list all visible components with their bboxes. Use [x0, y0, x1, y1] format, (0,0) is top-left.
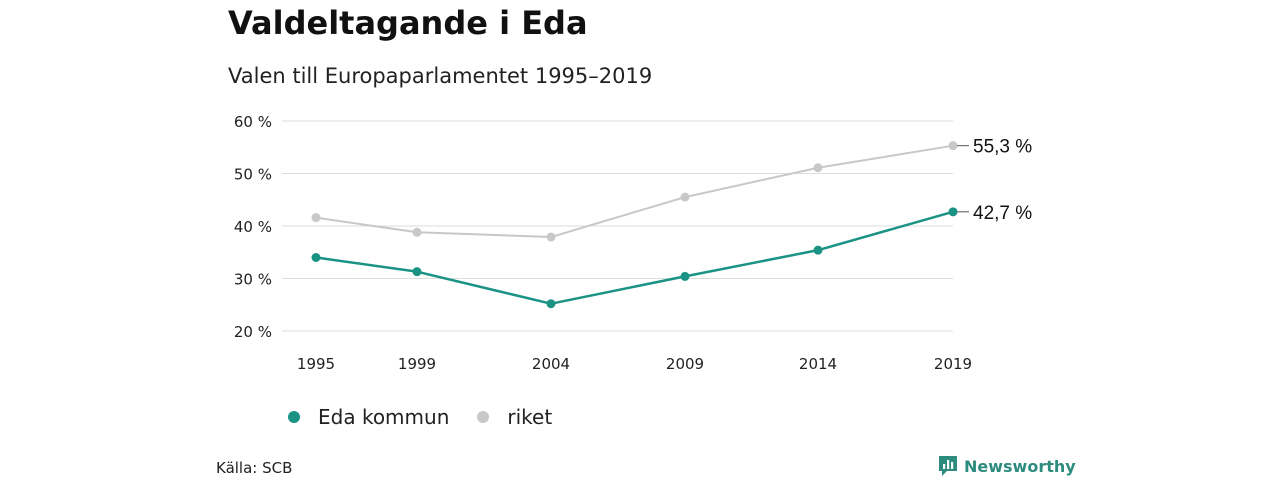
- legend-label-riket: riket: [507, 405, 553, 429]
- data-point: [412, 227, 422, 237]
- series-line: [315, 210, 954, 305]
- chart-subtitle: Valen till Europaparlamentet 1995–2019: [228, 64, 653, 88]
- legend-item-riket: riket: [477, 405, 552, 429]
- series-line: [315, 144, 954, 239]
- legend-dot-eda: [288, 411, 300, 423]
- y-tick-label: 50 %: [234, 166, 272, 184]
- data-point: [948, 207, 958, 217]
- data-point: [680, 271, 690, 281]
- end-value-label: 55,3 %: [973, 137, 1032, 158]
- legend-item-eda: Eda kommun: [288, 405, 449, 429]
- data-point: [311, 253, 321, 262]
- legend: Eda kommun riket: [288, 405, 580, 429]
- data-point: [311, 213, 321, 223]
- x-tick-label: 2019: [934, 355, 972, 373]
- source-note: Källa: SCB: [216, 459, 293, 477]
- y-tick-label: 30 %: [234, 271, 272, 289]
- data-point: [546, 299, 556, 309]
- brand-name: Newsworthy: [964, 456, 1076, 476]
- data-point: [948, 141, 958, 151]
- chart-title: Valdeltagande i Eda: [228, 4, 588, 42]
- data-point: [813, 245, 823, 255]
- x-tick-label: 2014: [799, 355, 837, 373]
- data-point: [680, 192, 690, 202]
- data-point: [546, 232, 556, 242]
- line-chart: 20 % 30 % 40 % 50 % 60 % 1995 1999 2004 2009 2014…: [234, 113, 1032, 373]
- y-tick-label: 20 %: [234, 323, 272, 341]
- data-point: [412, 267, 422, 277]
- data-point: [813, 163, 823, 173]
- legend-label-eda: Eda kommun: [318, 405, 450, 429]
- end-value-label: 42,7 %: [973, 203, 1032, 224]
- brand-logo: Newsworthy: [938, 455, 1076, 477]
- y-tick-label: 60 %: [234, 113, 272, 131]
- legend-dot-riket: [477, 411, 490, 423]
- newsworthy-logo-icon: [939, 456, 957, 476]
- x-tick-label: 2004: [532, 355, 570, 373]
- x-tick-label: 2009: [666, 355, 704, 373]
- y-tick-label: 40 %: [234, 218, 272, 236]
- x-tick-label: 1995: [297, 355, 335, 373]
- x-tick-label: 1999: [398, 355, 436, 373]
